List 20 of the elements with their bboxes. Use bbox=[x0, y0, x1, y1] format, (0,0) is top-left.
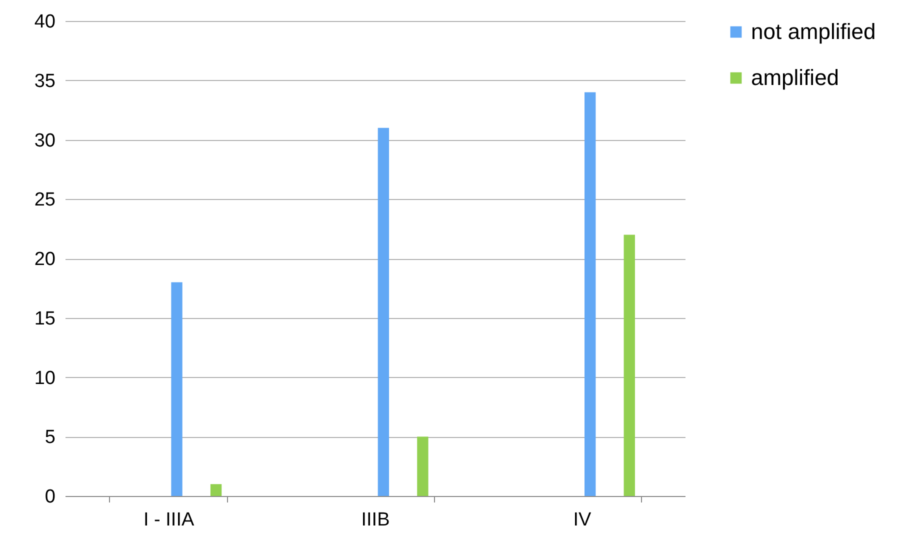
y-tick-label: 15 bbox=[34, 308, 56, 330]
bar bbox=[171, 282, 182, 496]
legend-label: not amplified bbox=[751, 19, 876, 44]
y-tick-label: 20 bbox=[34, 249, 56, 270]
y-tick-label: 40 bbox=[34, 12, 56, 32]
x-tick-label: IIIB bbox=[361, 510, 390, 530]
bar bbox=[584, 92, 596, 496]
legend-label: amplified bbox=[751, 65, 840, 90]
y-tick-label: 10 bbox=[34, 368, 56, 389]
bar bbox=[210, 484, 222, 496]
y-tick-label: 25 bbox=[34, 190, 56, 211]
bar bbox=[378, 128, 390, 496]
x-tick-label: IV bbox=[573, 510, 592, 530]
bar bbox=[417, 436, 428, 496]
y-tick-label: 30 bbox=[34, 130, 56, 152]
y-tick-label: 5 bbox=[44, 427, 56, 448]
bar bbox=[624, 234, 635, 496]
y-tick-label: 35 bbox=[34, 70, 56, 92]
y-tick-label: 0 bbox=[44, 486, 56, 508]
x-tick-label: I - IIIA bbox=[143, 510, 194, 530]
